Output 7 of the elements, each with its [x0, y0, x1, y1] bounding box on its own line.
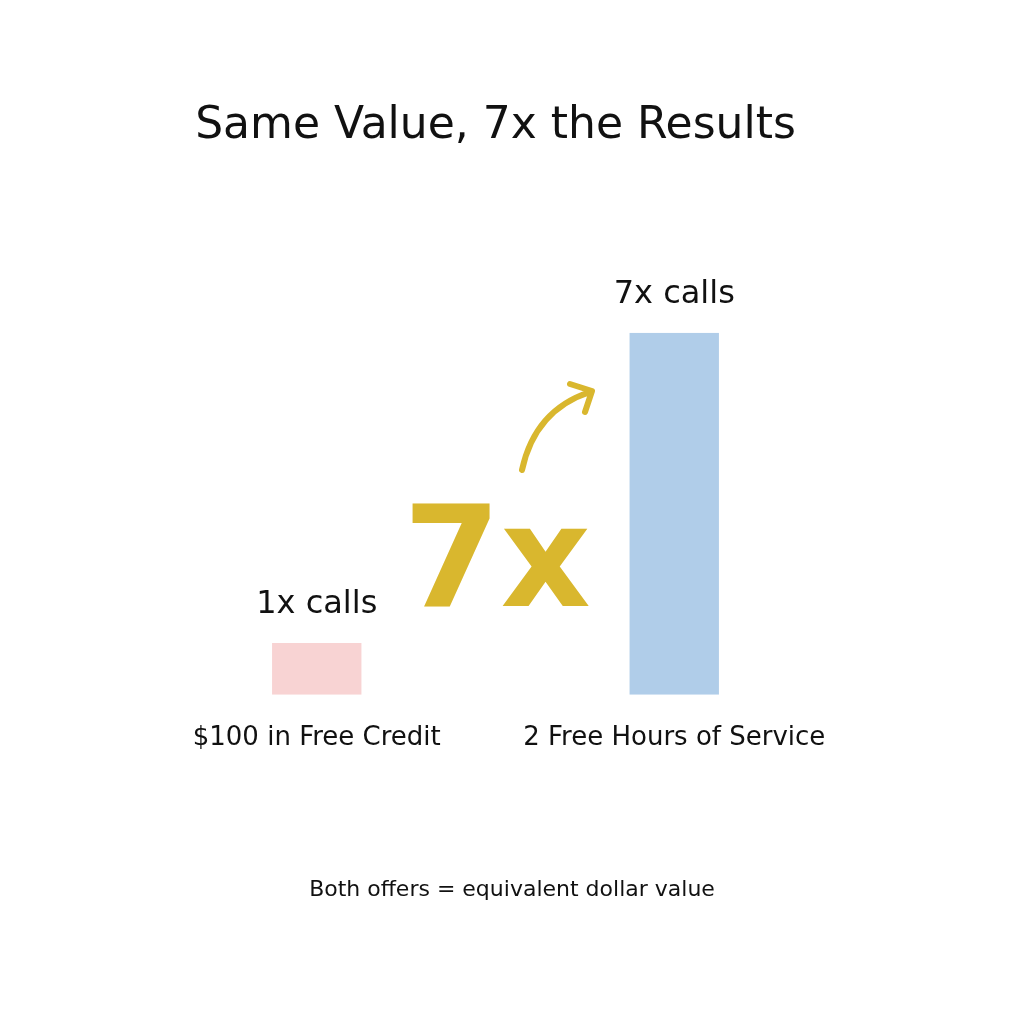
x-tick-label: $100 in Free Credit	[192, 721, 441, 752]
data-label: 7x calls	[613, 273, 735, 312]
annotation: 7x	[403, 476, 591, 640]
text: Both offers = equivalent dollar value	[309, 875, 715, 901]
x-tick-label: 2 Free Hours of Service	[523, 721, 826, 752]
chart-title: Same Value, 7x the Results	[195, 96, 796, 148]
data-label: 1x calls	[256, 583, 378, 622]
